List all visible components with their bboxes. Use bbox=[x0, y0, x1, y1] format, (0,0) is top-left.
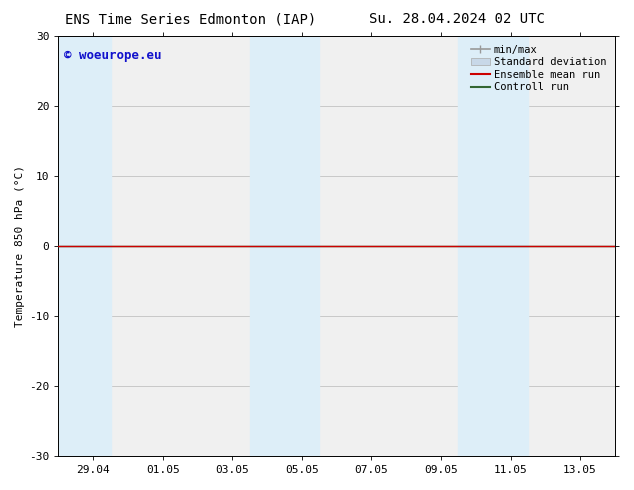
Bar bbox=[58, 36, 110, 456]
Text: © woeurope.eu: © woeurope.eu bbox=[64, 49, 162, 62]
Bar bbox=[458, 36, 528, 456]
Bar bbox=[250, 36, 320, 456]
Legend: min/max, Standard deviation, Ensemble mean run, Controll run: min/max, Standard deviation, Ensemble me… bbox=[468, 42, 610, 96]
Y-axis label: Temperature 850 hPa (°C): Temperature 850 hPa (°C) bbox=[15, 165, 25, 327]
Text: ENS Time Series Edmonton (IAP): ENS Time Series Edmonton (IAP) bbox=[65, 12, 316, 26]
Text: Su. 28.04.2024 02 UTC: Su. 28.04.2024 02 UTC bbox=[368, 12, 545, 26]
